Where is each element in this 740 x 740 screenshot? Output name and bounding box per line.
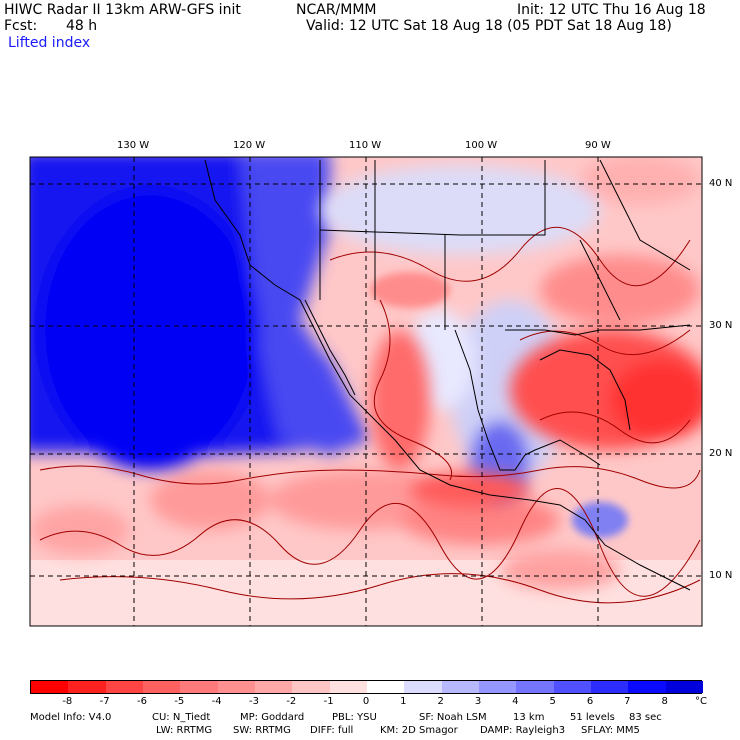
pacific-stable-region	[30, 157, 370, 470]
model-info-item: SFLAY: MM5	[581, 725, 640, 736]
colorbar-tick-label: -1	[323, 696, 334, 707]
model-info-item: PBL: YSU	[332, 712, 377, 723]
map-field	[30, 157, 702, 626]
colorbar-tick-label: -2	[286, 696, 297, 707]
colorbar-unit: °C	[695, 696, 707, 707]
colorbar-swatch	[441, 681, 480, 693]
colorbar-tick-label: -7	[99, 696, 110, 707]
pacific-unstable-region	[30, 470, 620, 590]
colorbar-swatch	[143, 681, 181, 693]
field-name: Lifted index	[8, 35, 91, 51]
colorbar-tick-label: 7	[624, 696, 631, 707]
lat-label-10n: 10 N	[709, 570, 733, 581]
colorbar-tick-label: 3	[474, 696, 482, 707]
colorbar-swatch	[292, 681, 331, 693]
colorbar-swatch	[68, 681, 107, 693]
forecast-hour: 48 h	[66, 18, 98, 34]
model-info-item: Model Info: V4.0	[30, 712, 112, 723]
colorbar-swatch	[665, 681, 704, 693]
model-info-item: SW: RRTMG	[233, 725, 291, 736]
model-info-item: 13 km	[513, 712, 545, 723]
colorbar-swatch	[553, 681, 592, 693]
colorbar-tick-label: -3	[249, 696, 259, 707]
colorbar-swatch	[591, 681, 629, 693]
model-info-item: 83 sec	[629, 712, 662, 723]
colorbar-tick-label: 6	[586, 696, 594, 707]
colorbar-swatch	[516, 681, 555, 693]
map-frame	[29, 156, 703, 627]
model-info-item: KM: 2D Smagor	[380, 725, 458, 736]
colorbar	[30, 680, 704, 694]
lon-label-120w: 120 W	[233, 140, 266, 151]
model-info-item: SF: Noah LSM	[419, 712, 487, 723]
model-info-item: DAMP: Rayleigh3	[480, 725, 566, 736]
colorbar-tick-label: 5	[549, 696, 556, 707]
colorbar-tick-label: -6	[137, 696, 147, 707]
model-info-item: DIFF: full	[310, 725, 354, 736]
colorbar-swatch	[628, 681, 667, 693]
organization: NCAR/MMM	[296, 2, 377, 18]
model-info-item: 51 levels	[570, 712, 615, 723]
colorbar-tick-label: -8	[62, 696, 73, 707]
contour-lines	[39, 226, 701, 604]
coastlines-and-borders	[204, 159, 691, 591]
colorbar-tick-label: 2	[437, 696, 444, 707]
colorbar-tick-label: 0	[362, 696, 370, 707]
init-time: Init: 12 UTC Thu 16 Aug 18	[517, 2, 706, 18]
forecast-label: Fcst:	[4, 18, 38, 34]
colorbar-tick-label: -4	[211, 696, 222, 707]
lon-label-110w: 110 W	[349, 140, 382, 151]
valid-time: Valid: 12 UTC Sat 18 Aug 18 (05 PDT Sat …	[306, 18, 672, 34]
colorbar-tick-label: -5	[174, 696, 185, 707]
colorbar-swatch	[105, 681, 144, 693]
colorbar-swatch	[479, 681, 517, 693]
map-title: HIWC Radar II 13km ARW-GFS init	[4, 2, 241, 18]
colorbar-swatch	[329, 681, 368, 693]
colorbar-swatch	[180, 681, 219, 693]
model-info-item: MP: Goddard	[240, 712, 305, 723]
lat-label-20n: 20 N	[709, 448, 733, 459]
lat-lon-grid	[30, 157, 702, 626]
lat-label-40n: 40 N	[709, 178, 733, 189]
colorbar-tick-label: 1	[400, 696, 407, 707]
colorbar-tick-label: 4	[512, 696, 519, 707]
colorbar-swatch	[404, 681, 443, 693]
gulf-unstable-region	[370, 255, 702, 508]
model-info-item: LW: RRTMG	[156, 725, 213, 736]
colorbar-swatch	[31, 681, 69, 693]
colorbar-swatch	[217, 681, 256, 693]
lon-label-100w: 100 W	[465, 140, 498, 151]
colorbar-tick-label: 8	[661, 696, 668, 707]
colorbar-swatch	[367, 681, 405, 693]
lat-label-30n: 30 N	[709, 320, 733, 331]
colorbar-swatch	[255, 681, 293, 693]
lon-label-130w: 130 W	[117, 140, 150, 151]
lon-label-90w: 90 W	[585, 140, 611, 151]
model-info-item: CU: N_Tiedt	[152, 712, 211, 723]
